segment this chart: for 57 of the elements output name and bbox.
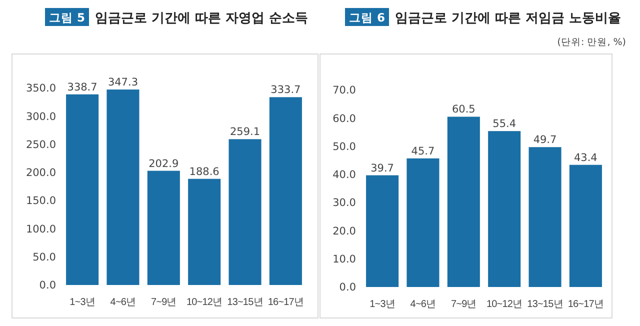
y-tick-label: 200.0	[26, 167, 56, 180]
y-tick-label: 50.0	[32, 252, 56, 264]
x-tick-label: 10~12년	[186, 297, 222, 308]
y-tick-label: 100.0	[26, 223, 56, 236]
x-tick-label: 10~12년	[486, 299, 522, 310]
x-tick-label: 16~17년	[268, 297, 304, 308]
x-tick-label: 13~15년	[527, 299, 563, 310]
bar	[228, 139, 262, 285]
bar	[147, 170, 180, 285]
bar	[569, 164, 602, 287]
y-tick-label: 350.0	[26, 82, 56, 95]
bar	[66, 94, 99, 285]
data-label: 45.7	[411, 145, 435, 158]
y-tick-label: 50.0	[332, 140, 356, 153]
chart-title: 임금근로 기간에 따른 저임금 노동비율	[395, 11, 622, 26]
y-tick-label: 250.0	[26, 138, 56, 151]
data-label: 39.7	[370, 162, 394, 174]
x-tick-label: 7~9년	[450, 299, 476, 310]
y-tick-label: 70.0	[332, 84, 356, 97]
bar	[488, 131, 521, 287]
x-tick-label: 13~15년	[227, 297, 263, 308]
bar	[366, 175, 399, 287]
x-tick-label: 4~6년	[110, 297, 136, 308]
data-label: 188.6	[189, 166, 220, 178]
data-label: 49.7	[533, 134, 557, 146]
caption: 그림 5	[48, 10, 86, 24]
y-tick-label: 0.0	[39, 280, 56, 292]
y-tick-label: 150.0	[26, 195, 56, 208]
data-label: 347.3	[108, 76, 138, 89]
y-tick-label: 0.0	[339, 282, 356, 294]
x-tick-label: 7~9년	[150, 297, 176, 308]
chart-title: 임금근로 기간에 따른 자영업 순소득	[95, 11, 308, 26]
data-label: 259.1	[230, 126, 260, 138]
y-tick-label: 10.0	[332, 254, 356, 266]
bar	[188, 178, 221, 285]
bar	[447, 116, 480, 287]
x-tick-label: 1~3년	[70, 297, 95, 308]
caption: 그림 6	[348, 10, 386, 24]
data-label: 333.7	[270, 84, 301, 96]
y-tick-label: 40.0	[332, 169, 356, 182]
data-label: 55.4	[492, 118, 516, 130]
bar	[106, 90, 140, 285]
data-label: 202.9	[148, 158, 179, 170]
bar	[406, 158, 440, 287]
data-label: 338.7	[67, 81, 98, 94]
y-tick-label: 60.0	[332, 112, 356, 125]
x-tick-label: 1~3년	[370, 299, 395, 310]
bar	[269, 97, 302, 285]
y-tick-label: 300.0	[26, 110, 56, 123]
y-tick-label: 30.0	[332, 197, 356, 210]
text: (단위: 만원, %)	[557, 37, 626, 48]
bar	[528, 147, 562, 287]
data-label: 60.5	[452, 104, 476, 116]
x-tick-label: 4~6년	[410, 299, 436, 310]
data-label: 43.4	[574, 152, 598, 164]
y-tick-label: 20.0	[332, 225, 356, 238]
x-tick-label: 16~17년	[568, 299, 604, 310]
